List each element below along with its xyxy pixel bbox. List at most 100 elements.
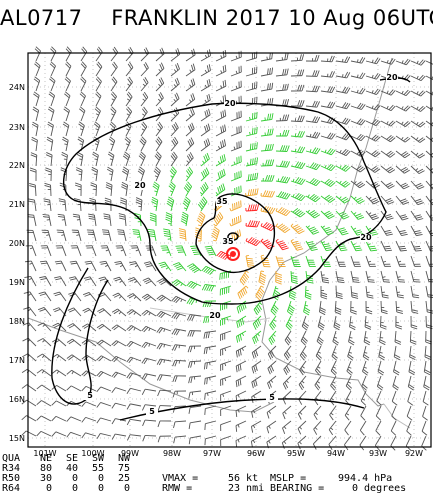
wind-barb [186, 314, 202, 322]
wind-barb [126, 372, 142, 379]
bearing-value: 0 degrees [352, 483, 407, 494]
wind-barb [424, 345, 432, 360]
wind-barb [376, 375, 384, 391]
wind-barb [51, 415, 67, 422]
wind-barb [409, 330, 417, 345]
wind-barb [182, 196, 191, 212]
wind-barb [285, 315, 293, 331]
wind-barb [25, 260, 37, 272]
wind-barb [140, 62, 149, 77]
wind-barb [187, 345, 202, 353]
wind-barb [200, 167, 210, 182]
wind-barb [320, 55, 335, 63]
wind-barb [28, 198, 37, 212]
wind-barb [335, 210, 350, 220]
wind-barb [410, 270, 421, 283]
wind-barb [79, 91, 86, 107]
wind-barb [395, 255, 406, 267]
wind-barb [155, 121, 163, 137]
wind-barb [395, 300, 403, 314]
wind-barb [425, 255, 433, 267]
wind-barb [235, 405, 247, 417]
r50-nw: 25 [117, 473, 130, 484]
wind-barb [203, 360, 217, 370]
wind-barb [54, 276, 67, 287]
wind-barb [245, 81, 258, 92]
wind-barb [245, 157, 258, 167]
wind-barb [185, 63, 196, 77]
wind-barb [173, 435, 187, 444]
wind-barb [299, 345, 307, 361]
wind-barb [141, 309, 157, 317]
wind-barb [360, 405, 367, 421]
wind-barb [96, 370, 112, 378]
wind-barb [142, 434, 157, 442]
wind-barb [185, 78, 196, 92]
wind-barb [64, 76, 71, 92]
wind-barb [410, 255, 421, 267]
wind-barb [220, 420, 232, 431]
wind-barb [235, 330, 247, 343]
wind-barb [154, 151, 162, 167]
wind-barb [111, 387, 127, 393]
wind-barb [147, 228, 157, 242]
wind-barb [151, 196, 159, 212]
wind-barb [393, 360, 400, 376]
wind-barb [102, 229, 112, 242]
wind-barb [320, 240, 333, 252]
wind-barb [365, 210, 379, 221]
wind-barb [141, 357, 157, 365]
wind-barb [229, 215, 242, 227]
wind-barb [375, 420, 382, 436]
wind-barb [245, 204, 260, 212]
wind-barb [82, 292, 97, 302]
wind-barb [36, 353, 52, 362]
wind-barb [140, 76, 149, 92]
wind-barb [350, 72, 366, 80]
contour-label-bg [386, 74, 398, 82]
wind-barb [204, 390, 217, 400]
wind-barb [304, 285, 312, 300]
lon-label: 92W [405, 449, 423, 458]
contour-label: 35 [216, 197, 228, 206]
wind-barb [275, 176, 291, 184]
wind-barb [236, 315, 247, 329]
wind-barb [29, 167, 37, 182]
wind-barb [36, 415, 52, 422]
wind-barb [245, 254, 255, 269]
wind-barb [170, 77, 180, 92]
wind-barb [282, 375, 292, 390]
wind-barb [29, 182, 37, 197]
wind-barb [21, 415, 37, 422]
wind-barb [155, 62, 165, 77]
wind-barb [140, 121, 148, 137]
wind-barb [197, 196, 208, 212]
wind-barb [410, 195, 424, 206]
wind-barb [425, 285, 433, 298]
wind-barb [65, 61, 72, 77]
wind-barb [410, 150, 426, 159]
wind-barb [365, 57, 381, 65]
wind-barb [266, 405, 277, 419]
lon-label: 96W [247, 449, 265, 458]
wind-barb [81, 370, 97, 377]
wind-barb [260, 159, 275, 167]
wind-barb [141, 341, 157, 349]
wind-barb [245, 237, 261, 247]
wind-barb [425, 195, 433, 206]
wind-barb [126, 356, 142, 364]
wind-barb [320, 71, 335, 78]
wind-barb [111, 340, 127, 347]
storm-name: FRANKLIN [111, 6, 219, 30]
rmw-value: 23 nmi [228, 483, 265, 494]
wind-barb [359, 435, 367, 451]
wind-barb [137, 166, 145, 182]
wind-barb [203, 330, 217, 339]
wind-barb [362, 360, 369, 376]
wind-barb [320, 178, 336, 187]
wind-barb [220, 435, 232, 446]
wind-barb [125, 106, 133, 122]
wind-barb [62, 136, 69, 152]
wind-barb [425, 225, 433, 237]
quadrant-label: QUA [2, 453, 21, 464]
